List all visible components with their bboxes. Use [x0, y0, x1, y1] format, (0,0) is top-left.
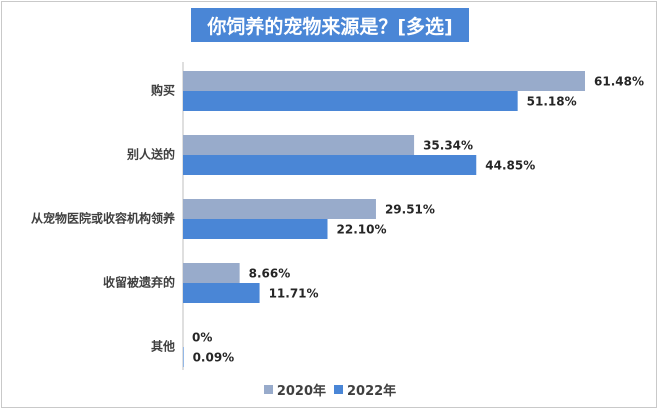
- chart-title: 你饲养的宠物来源是？[多选]: [191, 8, 469, 42]
- data-label: 61.48%: [594, 75, 644, 89]
- data-label: 22.10%: [337, 223, 387, 237]
- category-label: 其他: [151, 339, 175, 354]
- bar-2022: [183, 219, 328, 239]
- bar-2020: [183, 71, 585, 91]
- bar-2020: [183, 135, 415, 155]
- data-label: 0.09%: [193, 351, 235, 365]
- bar-2022: [183, 283, 260, 303]
- category-label: 收留被遗弃的: [103, 275, 175, 290]
- data-label: 0%: [192, 331, 212, 345]
- bar-2022: [183, 155, 477, 175]
- data-label: 35.34%: [423, 139, 473, 153]
- data-label: 11.71%: [269, 287, 319, 301]
- legend-item-2020: 2020年: [263, 380, 326, 399]
- category-label: 购买: [151, 83, 175, 98]
- data-label: 51.18%: [527, 95, 577, 109]
- data-label: 44.85%: [485, 159, 535, 173]
- bar-2022: [183, 347, 184, 367]
- legend-swatch-2020: [263, 385, 273, 394]
- category-label: 别人送的: [126, 147, 175, 162]
- bar-2020: [183, 263, 240, 283]
- legend-item-2022: 2022年: [334, 380, 396, 399]
- data-label: 29.51%: [385, 203, 435, 217]
- data-label: 8.66%: [249, 267, 291, 281]
- legend-swatch-2022: [334, 385, 343, 394]
- bar-2020: [183, 199, 376, 219]
- legend-label-2020: 2020年: [276, 384, 326, 399]
- legend-label-2022: 2022年: [347, 384, 397, 399]
- bar-2022: [183, 91, 518, 111]
- category-label: 从宠物医院或收容机构领养: [31, 211, 175, 226]
- legend: 2020年 2022年: [0, 380, 660, 399]
